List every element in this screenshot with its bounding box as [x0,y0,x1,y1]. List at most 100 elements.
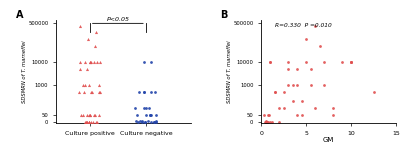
Point [77,24,84,27]
Point [266,114,272,116]
Point [348,61,354,63]
Point [84,120,90,123]
Point [147,114,153,116]
Point [138,121,145,124]
Point [82,121,89,123]
Point [90,121,96,124]
Point [321,61,327,63]
Point [89,91,95,93]
Point [153,114,159,116]
Point [271,91,278,93]
Point [312,107,318,109]
Point [316,45,323,47]
Point [80,114,86,116]
Point [80,91,87,93]
Point [152,91,158,93]
Point [93,61,100,63]
Point [307,84,314,86]
Point [134,121,141,123]
Point [133,120,139,122]
Y-axis label: SDSMRN of T. marneffei: SDSMRN of T. marneffei [227,40,232,103]
Point [86,114,93,116]
Point [260,114,267,116]
Point [138,120,145,122]
Point [97,91,103,93]
Point [141,107,147,109]
Point [96,91,103,93]
X-axis label: GM: GM [323,137,334,143]
Point [94,120,100,123]
Point [82,84,88,86]
Point [132,107,138,109]
Point [143,114,150,116]
Text: B: B [221,10,228,20]
Point [76,91,82,93]
Point [84,114,90,116]
Point [280,91,287,93]
Point [153,120,159,123]
Point [86,121,92,123]
Point [303,38,309,41]
Point [137,120,143,122]
Point [86,121,92,124]
Point [86,61,93,63]
Point [294,84,300,86]
Point [142,120,148,123]
Point [289,84,296,86]
Point [86,84,92,86]
Point [86,120,92,123]
Point [285,84,291,86]
Point [93,31,99,34]
Text: A: A [16,10,23,20]
Point [339,61,345,63]
Point [265,114,272,116]
Point [86,114,92,116]
Point [87,61,94,63]
Point [263,120,270,123]
Point [85,38,92,41]
Point [83,121,90,123]
Point [77,68,83,70]
Point [87,114,94,116]
Point [285,61,291,63]
Point [262,121,269,123]
Point [150,121,157,123]
Point [148,114,154,116]
Point [78,114,85,116]
Point [148,91,154,93]
Point [267,61,273,63]
Point [289,100,296,102]
Point [330,114,336,116]
Y-axis label: SDSMRN of T. marneffei: SDSMRN of T. marneffei [22,40,27,103]
Point [86,61,93,63]
Point [81,61,88,63]
Point [303,61,309,63]
Point [348,61,354,63]
Point [267,61,273,63]
Text: P<0.05: P<0.05 [106,17,129,22]
Point [150,120,157,123]
Point [96,114,102,116]
Point [264,121,270,123]
Point [84,68,90,70]
Point [298,100,305,102]
Point [141,61,147,63]
Point [330,107,336,109]
Text: R=0.330  P =0.010: R=0.330 P =0.010 [274,23,331,28]
Point [80,84,86,86]
Point [88,121,94,123]
Point [77,61,83,63]
Point [262,120,269,122]
Point [348,61,354,63]
Point [153,120,160,122]
Point [294,68,300,70]
Point [280,107,287,109]
Point [307,68,314,70]
Point [147,114,154,116]
Point [298,114,305,116]
Point [148,121,154,124]
Point [285,68,291,70]
Point [145,120,151,122]
Point [271,91,278,93]
Point [269,120,275,123]
